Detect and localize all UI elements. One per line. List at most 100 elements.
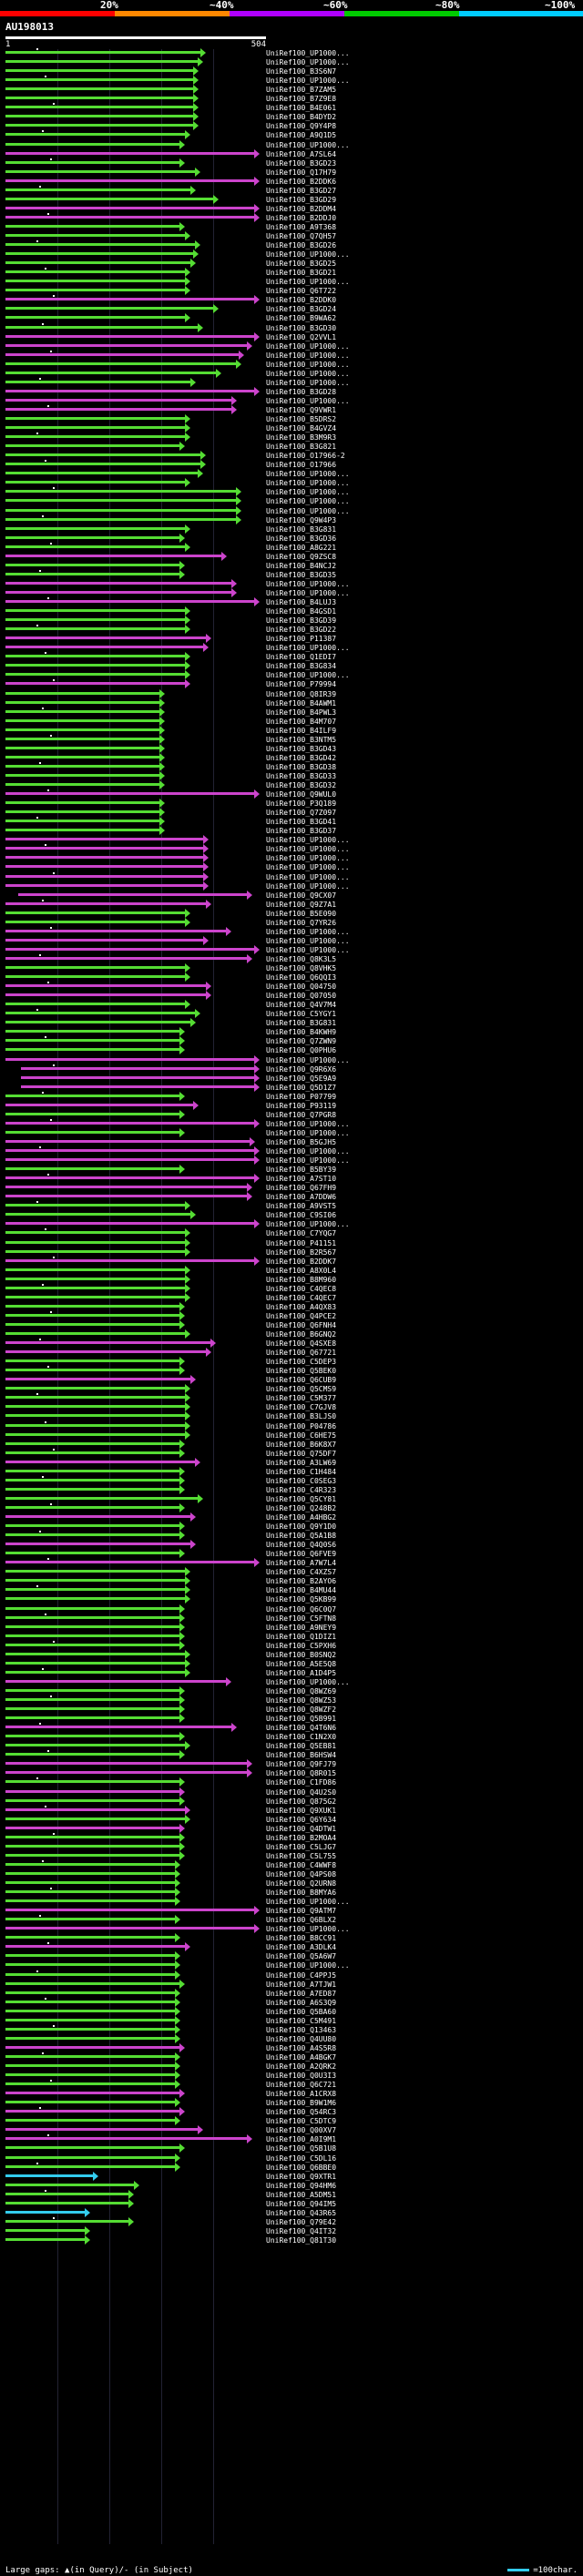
hit-bar[interactable] (5, 993, 207, 997)
hit-label[interactable]: UniRef100_B3GD33 (266, 771, 337, 780)
hit-label[interactable]: UniRef100_B3GD30 (266, 323, 337, 332)
hit-bar[interactable] (5, 718, 160, 722)
hit-bar[interactable] (5, 51, 201, 54)
hit-label[interactable]: UniRef100_C4PPJ5 (266, 1970, 337, 1980)
hit-bar[interactable] (5, 856, 204, 860)
hit-bar[interactable] (5, 535, 181, 539)
hit-label[interactable]: UniRef100_B3GD21 (266, 269, 337, 278)
hit-label[interactable]: UniRef100_A3LW69 (266, 1458, 337, 1467)
hit-label[interactable]: UniRef100_UP1000... (266, 1220, 350, 1229)
hit-row[interactable]: UniRef100_Q5KB99 (0, 1594, 583, 1604)
hit-label[interactable]: UniRef100_Q5BEK0 (266, 1367, 337, 1376)
hit-bar[interactable] (5, 810, 160, 814)
hit-label[interactable]: UniRef100_A1CRX8 (266, 2090, 337, 2099)
hit-bar[interactable] (5, 2092, 181, 2095)
hit-label[interactable]: UniRef100_B2DDJ0 (266, 213, 337, 222)
hit-row[interactable]: UniRef100_Q8VHK5 (0, 963, 583, 973)
hit-bar[interactable] (5, 1103, 194, 1106)
hit-bar[interactable] (5, 1735, 181, 1738)
hit-label[interactable]: UniRef100_UP1000... (266, 1147, 350, 1156)
hit-bar[interactable] (5, 2119, 176, 2123)
hit-label[interactable]: UniRef100_C4WWF8 (266, 1860, 337, 1869)
hit-label[interactable]: UniRef100_UP1000... (266, 351, 350, 360)
hit-bar[interactable] (5, 2164, 176, 2168)
hit-bar[interactable] (5, 1378, 191, 1381)
hit-label[interactable]: UniRef100_Q7PGR8 (266, 1110, 337, 1119)
hit-row[interactable]: UniRef100_Q4U2S0 (0, 1787, 583, 1797)
hit-row[interactable]: UniRef100_UP1000... (0, 587, 583, 598)
hit-bar[interactable] (5, 755, 160, 759)
hit-label[interactable]: UniRef100_A0I9M1 (266, 2135, 337, 2144)
hit-bar[interactable] (5, 2036, 176, 2040)
hit-label[interactable]: UniRef100_B4DYD2 (266, 113, 337, 122)
hit-bar[interactable] (5, 1414, 187, 1418)
hit-row[interactable]: UniRef100_Q75DF7 (0, 1448, 583, 1459)
hit-row[interactable]: UniRef100_B6HSW4 (0, 1750, 583, 1760)
hit-row[interactable]: UniRef100_A6S3Q9 (0, 1997, 583, 2008)
hit-bar[interactable] (5, 709, 160, 713)
hit-row[interactable]: UniRef100_C5L755 (0, 1850, 583, 1861)
hit-label[interactable]: UniRef100_P3Q189 (266, 799, 337, 809)
hit-bar[interactable] (5, 1139, 251, 1143)
hit-bar[interactable] (5, 1890, 176, 1894)
hit-bar[interactable] (5, 169, 197, 173)
hit-row[interactable]: UniRef100_UP1000... (0, 57, 583, 67)
hit-row[interactable]: UniRef100_Q6Y634 (0, 1814, 583, 1825)
hit-label[interactable]: UniRef100_C5M491 (266, 2016, 337, 2025)
hit-row[interactable]: UniRef100_B3S6N7 (0, 66, 583, 76)
hit-bar[interactable] (5, 673, 187, 677)
hit-label[interactable]: UniRef100_UP1000... (266, 945, 350, 954)
hit-bar[interactable] (5, 1121, 256, 1125)
hit-bar[interactable] (5, 664, 187, 667)
hit-bar[interactable] (5, 1021, 191, 1024)
hit-bar[interactable] (5, 1798, 181, 1802)
hit-bar[interactable] (5, 783, 160, 786)
hit-label[interactable]: UniRef100_C0SEG3 (266, 1476, 337, 1485)
hit-label[interactable]: UniRef100_A5E5Q8 (266, 1659, 337, 1668)
hit-row[interactable]: UniRef100_UP1000... (0, 377, 583, 388)
hit-label[interactable]: UniRef100_Q9Z7A1 (266, 900, 337, 909)
hit-row[interactable]: UniRef100_Q6FNH4 (0, 1319, 583, 1330)
hit-row[interactable]: UniRef100_B3NTM5 (0, 734, 583, 745)
hit-row[interactable]: UniRef100_B7ZAM5 (0, 85, 583, 95)
hit-bar[interactable] (5, 1716, 181, 1720)
hit-label[interactable]: UniRef100_Q8K3L5 (266, 954, 337, 963)
hit-label[interactable]: UniRef100_C4QEC8 (266, 1284, 337, 1293)
hit-bar[interactable] (5, 1871, 176, 1875)
hit-label[interactable]: UniRef100_B2AYO6 (266, 1577, 337, 1586)
hit-bar[interactable] (5, 343, 248, 347)
hit-label[interactable]: UniRef100_Q81T30 (266, 2235, 337, 2245)
hit-row[interactable]: UniRef100_Q8R015 (0, 1768, 583, 1778)
hit-bar[interactable] (5, 1158, 256, 1162)
hit-row[interactable]: UniRef100_B3GD41 (0, 817, 583, 827)
hit-label[interactable]: UniRef100_C5DEP3 (266, 1358, 337, 1367)
hit-row[interactable]: UniRef100_C0SEG3 (0, 1475, 583, 1486)
hit-row[interactable]: UniRef100_B3GD27 (0, 185, 583, 196)
hit-label[interactable]: UniRef100_B3GD24 (266, 305, 337, 314)
hit-row[interactable]: UniRef100_B3G831 (0, 1018, 583, 1028)
hit-bar[interactable] (5, 124, 194, 127)
hit-bar[interactable] (5, 2192, 129, 2195)
hit-label[interactable]: UniRef100_UP1000... (266, 470, 350, 479)
hit-bar[interactable] (5, 517, 238, 521)
hit-row[interactable]: UniRef100_B4AWM1 (0, 697, 583, 708)
hit-label[interactable]: UniRef100_Q4PS08 (266, 1869, 337, 1879)
hit-row[interactable]: UniRef100_A4HBG2 (0, 1512, 583, 1522)
hit-bar[interactable] (5, 188, 191, 191)
hit-row[interactable]: UniRef100_B3GD22 (0, 625, 583, 635)
hit-bar[interactable] (20, 1066, 256, 1070)
hit-label[interactable]: UniRef100_Q9VWR1 (266, 405, 337, 414)
hit-bar[interactable] (5, 234, 187, 237)
hit-bar[interactable] (5, 1899, 176, 1903)
hit-row[interactable]: UniRef100_B4KWH9 (0, 1027, 583, 1037)
hit-bar[interactable] (5, 1670, 187, 1674)
hit-label[interactable]: UniRef100_B6GNQ2 (266, 1330, 337, 1339)
hit-bar[interactable] (5, 618, 187, 622)
hit-bar[interactable] (5, 1780, 181, 1784)
hit-label[interactable]: UniRef100_Q43R65 (266, 2208, 337, 2217)
hit-bar[interactable] (5, 728, 160, 731)
hit-bar[interactable] (5, 151, 256, 155)
hit-label[interactable]: UniRef100_C5DL16 (266, 2153, 337, 2163)
hit-label[interactable]: UniRef100_B3G834 (266, 662, 337, 671)
hit-bar[interactable] (5, 929, 228, 932)
